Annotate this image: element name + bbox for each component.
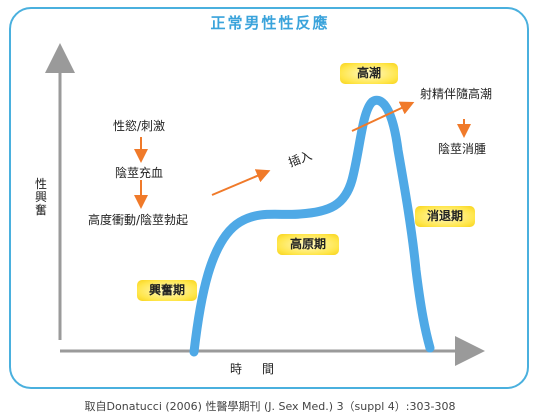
annotation-ejaculation: 射精伴隨高潮 bbox=[420, 87, 493, 101]
phase-plateau-badge: 高原期 bbox=[277, 234, 339, 255]
annotation-congestion: 陰莖充血 bbox=[115, 166, 164, 180]
annotation-detumescence: 陰莖消腫 bbox=[438, 142, 487, 156]
source-citation: 取自Donatucci (2006) 性醫學期刊 (J. Sex Med.) 3… bbox=[84, 400, 456, 413]
x-axis-label: 時間 bbox=[230, 362, 295, 376]
diagram-frame bbox=[9, 7, 529, 389]
y-axis-label: 性興奮 bbox=[34, 177, 47, 217]
annotation-desire: 性慾/刺激 bbox=[113, 119, 166, 133]
annotation-erection: 高度衝動/陰莖勃起 bbox=[88, 213, 189, 227]
arrow-orgasm bbox=[351, 101, 415, 132]
response-curve bbox=[189, 95, 435, 357]
phase-resolution-badge: 消退期 bbox=[415, 206, 475, 227]
diagram-title: 正常男性性反應 bbox=[210, 14, 330, 32]
arrow-insertion bbox=[211, 169, 271, 196]
phase-excitement-badge: 興奮期 bbox=[137, 280, 197, 301]
phase-orgasm-badge: 高潮 bbox=[340, 63, 398, 84]
